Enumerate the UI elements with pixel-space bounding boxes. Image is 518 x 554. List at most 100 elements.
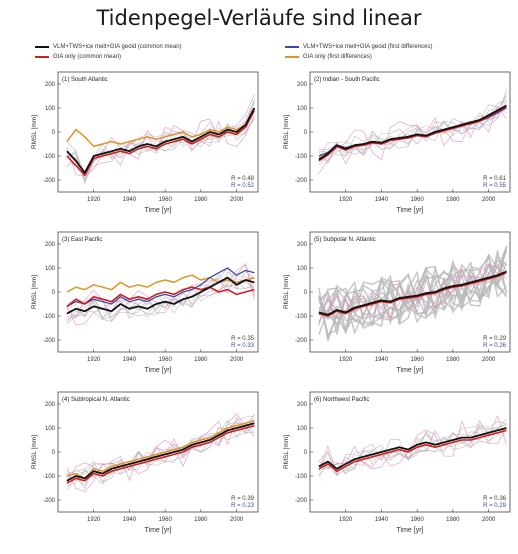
legend-swatch-gia-first-diff <box>285 56 299 58</box>
chart-panel-1: 1920 1940 1960 1980 2000 -200 -100 0 100 200 Time … <box>31 71 259 214</box>
x-tick-label: 2000 <box>230 357 244 363</box>
chart-panel-6: 1920 1940 1960 1980 2000 -200 -100 0 100 200 Time … <box>283 391 511 534</box>
y-axis-label: RMSL [mm] <box>31 275 38 309</box>
x-tick-label: 1920 <box>87 357 101 363</box>
y-tick-label: 100 <box>297 106 308 112</box>
plot-frame <box>57 231 259 353</box>
chart-panel-2: 1920 1940 1960 1980 2000 -200 -100 0 100 200 Time … <box>283 71 511 214</box>
series-line-gia_cm <box>66 286 255 308</box>
y-tick-label: 0 <box>304 130 308 136</box>
series-line-vlm_cm <box>318 270 507 316</box>
y-tick-label: -200 <box>295 338 308 344</box>
correlation-stat: R = 0.23 <box>231 503 255 509</box>
y-tick-label: 200 <box>45 82 56 88</box>
correlation-stat: R = 0.61 <box>483 176 507 182</box>
x-axis-label: Time [yr] <box>397 367 424 374</box>
series-line-vlm_cm <box>66 276 255 315</box>
legend-entry: GIA only (first differences) <box>285 54 432 60</box>
y-tick-label: -100 <box>43 314 56 320</box>
series-line-gia_cm <box>66 110 256 176</box>
correlation-stat: R = 0.36 <box>483 496 507 502</box>
x-tick-label: 1980 <box>194 357 208 363</box>
y-tick-label: -200 <box>295 178 308 184</box>
tide-gauge-trace <box>66 277 255 319</box>
x-tick-label: 1980 <box>194 197 208 203</box>
x-tick-label: 1960 <box>410 517 424 523</box>
y-tick-label: -100 <box>43 474 56 480</box>
legend-left: VLM+TWS+ice melt+GIA geoid (common mean)… <box>35 44 182 60</box>
series-line-gia_cm <box>66 424 255 484</box>
legend-swatch-vlm-first-diff <box>285 46 299 48</box>
y-tick-label: 0 <box>52 450 56 456</box>
series-line-gia_cm <box>318 272 507 317</box>
x-axis-label: Time [yr] <box>145 527 172 534</box>
series-line-vlm_cm <box>66 422 255 482</box>
plot-frame <box>57 391 259 513</box>
x-tick-label: 1940 <box>375 517 389 523</box>
legend-swatch-vlm-common <box>35 46 49 48</box>
correlation-stat: R = 0.33 <box>231 343 255 349</box>
y-tick-label: 0 <box>304 450 308 456</box>
outlier-trace <box>66 264 255 326</box>
y-tick-label: 100 <box>297 266 308 272</box>
y-tick-label: -100 <box>295 314 308 320</box>
x-tick-label: 1920 <box>87 197 101 203</box>
y-tick-label: 100 <box>45 266 56 272</box>
series-line-gia_fd <box>66 420 255 480</box>
plot-frame <box>309 71 511 193</box>
outlier-trace <box>318 414 507 474</box>
panel-label: (4) Subtropical N. Atlantic <box>62 397 130 403</box>
legend-swatch-gia-common <box>35 56 49 58</box>
tide-gauge-trace <box>318 260 507 326</box>
y-tick-label: -100 <box>43 154 56 160</box>
series-line-gia_cm <box>318 106 507 162</box>
y-tick-label: -100 <box>295 154 308 160</box>
chart-panel-4: 1920 1940 1960 1980 2000 -200 -100 0 100 200 Time … <box>283 231 511 374</box>
x-tick-label: 1960 <box>410 197 424 203</box>
outlier-trace <box>318 428 507 470</box>
y-axis-label: RMSL [mm] <box>283 275 290 309</box>
x-tick-label: 1980 <box>446 197 460 203</box>
legend-entry: VLM+TWS+ice melt+GIA geoid (first differ… <box>285 44 432 50</box>
series-line-vlm_cm <box>318 104 507 161</box>
y-tick-label: -200 <box>43 178 56 184</box>
outlier-trace <box>66 262 255 322</box>
legend-entry: VLM+TWS+ice melt+GIA geoid (common mean) <box>35 44 182 50</box>
y-tick-label: 0 <box>304 290 308 296</box>
x-tick-label: 2000 <box>230 517 244 523</box>
series-line-gia_fd <box>66 107 256 148</box>
y-tick-label: -200 <box>43 498 56 504</box>
x-tick-label: 1980 <box>446 357 460 363</box>
y-tick-label: 200 <box>297 402 308 408</box>
y-tick-label: -200 <box>295 498 308 504</box>
x-tick-label: 1980 <box>446 517 460 523</box>
correlation-stat: R = 0.55 <box>483 183 507 189</box>
plot-frame <box>309 391 511 513</box>
chart-panel-5: 1920 1940 1960 1980 2000 -200 -100 0 100 200 Time … <box>31 391 259 534</box>
x-axis-label: Time [yr] <box>145 207 172 214</box>
x-tick-label: 1960 <box>410 357 424 363</box>
x-tick-label: 1920 <box>339 517 353 523</box>
x-tick-label: 1960 <box>158 197 172 203</box>
legend-label: GIA only (first differences) <box>303 54 372 60</box>
x-tick-label: 2000 <box>230 197 244 203</box>
x-tick-label: 1920 <box>339 197 353 203</box>
tide-gauge-trace <box>318 95 507 160</box>
outlier-trace <box>318 90 507 174</box>
y-tick-label: -200 <box>43 338 56 344</box>
x-tick-label: 2000 <box>482 357 496 363</box>
x-tick-label: 1980 <box>194 517 208 523</box>
chart-panel-3: 1920 1940 1960 1980 2000 -200 -100 0 100 200 Time … <box>31 231 259 374</box>
x-axis-label: Time [yr] <box>145 367 172 374</box>
y-tick-label: -100 <box>295 474 308 480</box>
correlation-stat: R = 0.39 <box>231 496 255 502</box>
correlation-stat: R = 0.35 <box>231 336 255 342</box>
y-tick-label: 200 <box>297 242 308 248</box>
x-axis-label: Time [yr] <box>397 207 424 214</box>
y-axis-label: RMSL [mm] <box>283 115 290 149</box>
outlier-trace <box>66 93 255 176</box>
y-tick-label: 200 <box>45 402 56 408</box>
panel-label: (1) South Atlantic <box>62 77 108 83</box>
x-tick-label: 1940 <box>123 357 137 363</box>
